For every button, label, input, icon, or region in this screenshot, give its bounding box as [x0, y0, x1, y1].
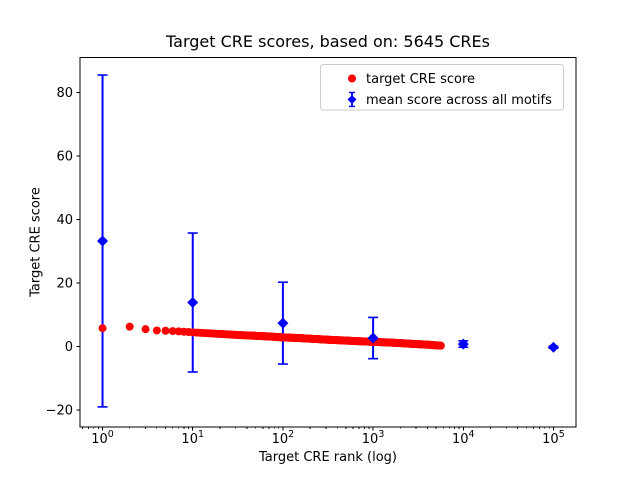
legend-box: [320, 64, 564, 111]
mean-score-diamond: [457, 338, 469, 350]
y-tick-label: −20: [46, 403, 73, 418]
x-tick-label: 100: [91, 429, 114, 447]
x-tick-label: 101: [181, 429, 204, 447]
mean-score-diamond: [277, 317, 289, 329]
y-tick-label: 0: [65, 340, 73, 355]
axes-frame: [79, 57, 577, 428]
target-score-point: [161, 326, 170, 335]
x-tick-label: 104: [452, 429, 475, 447]
mean-score-diamond: [97, 235, 109, 247]
y-tick-label: 60: [56, 149, 73, 164]
legend-label-mean-score: mean score across all motifs: [366, 93, 552, 108]
x-axis-label: Target CRE rank (log): [259, 450, 397, 465]
target-score-point: [436, 341, 445, 350]
legend-circle-marker-icon: [348, 74, 356, 83]
y-axis-label: Target CRE score: [28, 187, 44, 297]
target-score-point: [152, 326, 161, 335]
target-score-point: [141, 325, 150, 334]
legend-label-target-score: target CRE score: [366, 72, 475, 87]
x-tick-label: 103: [362, 429, 385, 447]
chart-title: Target CRE scores, based on: 5645 CREs: [166, 32, 490, 51]
y-tick-label: 80: [56, 86, 73, 101]
target-score-point: [98, 324, 107, 333]
legend-diamond-marker-icon: [347, 95, 357, 104]
mean-score-diamond: [547, 341, 559, 353]
y-tick-label: 20: [56, 276, 73, 291]
x-tick-label: 102: [272, 429, 295, 447]
mean-score-diamond: [367, 332, 379, 344]
mean-score-diamond: [187, 297, 199, 309]
y-tick-label: 40: [56, 213, 73, 228]
target-score-point: [168, 327, 177, 336]
target-score-point: [125, 322, 134, 331]
x-tick-label: 105: [542, 429, 565, 447]
